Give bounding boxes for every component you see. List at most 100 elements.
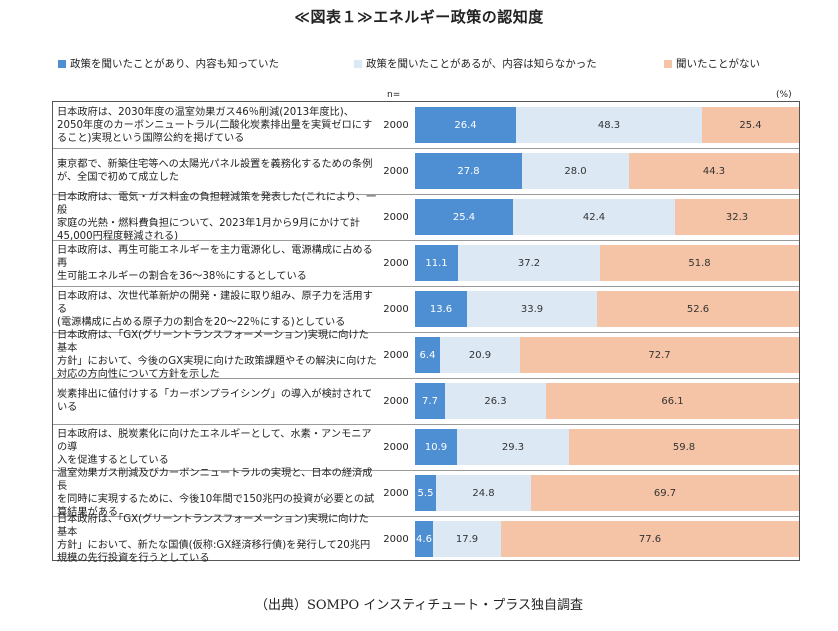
data-label: 51.8 (688, 257, 711, 269)
bar-segment: 72.7 (520, 337, 799, 373)
percent-unit: (%) (776, 90, 792, 100)
chart-row: 日本政府は、次世代革新炉の開発・建設に取り組み、原子力を活用する (電源構成に占め… (53, 286, 799, 332)
bar-segment: 48.3 (516, 107, 702, 143)
bar-track: 10.9 29.3 59.8 (415, 429, 799, 465)
data-label: 28.0 (564, 165, 587, 177)
sample-size: 2000 (383, 395, 409, 407)
sample-size: 2000 (383, 303, 409, 315)
data-label: 7.7 (422, 395, 438, 407)
bar-segment: 26.4 (415, 107, 516, 143)
bar-segment: 25.4 (702, 107, 799, 143)
data-label: 26.4 (454, 119, 477, 131)
sample-size: 2000 (383, 257, 409, 269)
sample-size: 2000 (383, 211, 409, 223)
bar-track: 7.7 26.3 66.1 (415, 383, 799, 419)
data-label: 66.1 (661, 395, 684, 407)
data-label: 72.7 (648, 349, 671, 361)
category-label-line: 45,000円程度軽減される) (57, 231, 179, 242)
data-label: 69.7 (653, 487, 677, 499)
bar-track: 27.8 28.0 44.3 (415, 153, 799, 189)
bar-track: 25.4 42.4 32.3 (415, 199, 799, 235)
data-label: 10.9 (424, 441, 448, 453)
data-label: 11.1 (425, 257, 448, 269)
row-divider (53, 148, 799, 149)
bar-segment: 17.9 (433, 521, 501, 557)
category-label-line: 方針」において、新たな国債(仮称:GX経済移行債)を発行して20兆円 (57, 540, 371, 551)
sample-size: 2000 (383, 441, 409, 453)
row-divider (53, 378, 799, 379)
data-label: 32.3 (725, 211, 749, 223)
chart-row: 日本政府は、「GX(グリーントランスフォーメーション)実現に向けた基本 方針」にお… (53, 330, 799, 380)
sample-size: 2000 (383, 119, 409, 131)
category-label-line: (電源構成に占める原子力の割合を20～22％にする)としている (57, 316, 346, 328)
chart-row: 日本政府は、2030年度の温室効果ガス46％削減(2013年度比)、 2050年度… (53, 102, 799, 148)
data-label: 6.4 (419, 349, 436, 361)
bar-segment: 26.3 (445, 383, 546, 419)
bar-segment: 20.9 (440, 337, 520, 373)
bar-track: 13.6 33.9 52.6 (415, 291, 799, 327)
source-note: （出典）SOMPO インスティチュート・プラス独自調査 (254, 598, 584, 613)
bar-segment: 5.5 (415, 475, 436, 511)
bar-segment: 28.0 (522, 153, 629, 189)
data-label: 33.9 (520, 303, 544, 315)
category-label-line: 算結果がある (57, 507, 119, 518)
sample-size: 2000 (383, 349, 409, 361)
sample-size: 2000 (383, 487, 409, 499)
category-label-line: 規模の先行投資を行うとしている (57, 553, 210, 564)
chart-area: 日本政府は、2030年度の温室効果ガス46％削減(2013年度比)、 2050年度… (52, 101, 800, 564)
bar-segment: 32.3 (675, 199, 799, 235)
category-label: 日本政府は、電気・ガス料金の負担軽減策を発表した(これにより、一般 家庭の光熱・燃… (57, 192, 377, 242)
bar-segment: 27.8 (415, 153, 522, 189)
category-label-line: 日本政府は、「GX(グリーントランスフォーメーション)実現に向けた基本 (57, 514, 369, 538)
legend-label: 政策を聞いたことがあり、内容も知っていた (70, 58, 280, 70)
chart-row: 東京都で、新築住宅等への太陽光パネル設置を義務化するための条例 が、全国で初めて成… (53, 148, 799, 194)
bar-segment: 42.4 (513, 199, 675, 235)
data-label: 44.3 (702, 165, 726, 177)
legend-label: 政策を聞いたことがあるが、内容は知らなかった (366, 58, 597, 70)
category-label: 日本政府は、「GX(グリーントランスフォーメーション)実現に向けた基本 方針」にお… (57, 330, 377, 380)
data-label: 29.3 (501, 441, 525, 453)
bar-track: 6.4 20.9 72.7 (415, 337, 799, 373)
data-label: 25.4 (452, 211, 476, 223)
bar-track: 26.4 48.3 25.4 (415, 107, 799, 143)
category-label-line: 温室効果ガス削減及びカーボンニュートラルの実現と、日本の経済成長 (57, 468, 373, 492)
chart-title: ≪図表１≫エネルギー政策の認知度 (294, 8, 544, 26)
chart-row: 日本政府は、再生可能エネルギーを主力電源化し、電源構成に占める再 生可能エネルギー… (53, 240, 799, 286)
data-label: 27.8 (457, 165, 480, 177)
category-label-line: ること)実現という国際公約を掲げている (57, 132, 245, 144)
chart-row: 温室効果ガス削減及びカーボンニュートラルの実現と、日本の経済成長を同時に実現する… (53, 468, 799, 518)
bar-track: 4.6 17.9 77.6 (415, 521, 799, 557)
bar-segment: 7.7 (415, 383, 445, 419)
bar-segment: 66.1 (546, 383, 799, 419)
data-label: 52.6 (686, 303, 710, 315)
category-label: 日本政府は、「GX(グリーントランスフォーメーション)実現に向けた基本方針」にお… (57, 514, 377, 564)
legend-swatch (354, 59, 362, 68)
category-label-line: 日本政府は、脱炭素化に向けたエネルギーとして、水素・アンモニアの導 (57, 428, 372, 453)
bar-segment: 37.2 (458, 245, 600, 281)
category-label-line: 家庭の光熱・燃料費負担について、2023年1月から9月にかけて計 (57, 218, 360, 229)
row-divider (53, 332, 799, 333)
category-label-line: 方針」において、今後のGX実現に向けた政策課題やその解決に向けた (57, 356, 377, 367)
legend-swatch (58, 59, 66, 68)
legend: 政策を聞いたことがあり、内容も知っていた 政策を聞いたことがあるが、内容は知らな… (58, 56, 818, 72)
data-label: 17.9 (455, 533, 479, 545)
bar-segment: 25.4 (415, 199, 513, 235)
bar-segment: 52.6 (597, 291, 799, 327)
category-label-line: が、全国で初めて成立した (57, 172, 180, 183)
category-label-line: 対応の方向性について方針を示した (57, 369, 220, 380)
chart-row: 日本政府は、脱炭素化に向けたエネルギーとして、水素・アンモニアの導 入を促進すると… (53, 424, 799, 470)
bar-segment: 13.6 (415, 291, 467, 327)
category-label-line: 炭素排出に値付けする「カーボンプライシング」の導入が検討されている (57, 389, 373, 413)
bar-segment: 77.6 (501, 521, 799, 557)
n-header: n= (387, 90, 401, 100)
legend-item: 政策を聞いたことがあるが、内容は知らなかった (354, 56, 597, 71)
category-label: 日本政府は、次世代革新炉の開発・建設に取り組み、原子力を活用する (電源構成に占め… (57, 286, 377, 332)
category-label-line: を同時に実現するために、今後10年間で150兆円の投資が必要との試 (57, 494, 375, 505)
bar-segment: 44.3 (629, 153, 799, 189)
category-label-line: 日本政府は、再生可能エネルギーを主力電源化し、電源構成に占める再 (57, 244, 373, 269)
legend-label: 聞いたことがない (676, 58, 760, 70)
bar-segment: 69.7 (531, 475, 799, 511)
data-label: 48.3 (597, 119, 621, 131)
data-label: 4.6 (416, 533, 432, 545)
category-label: 炭素排出に値付けする「カーボンプライシング」の導入が検討されている (57, 378, 377, 424)
